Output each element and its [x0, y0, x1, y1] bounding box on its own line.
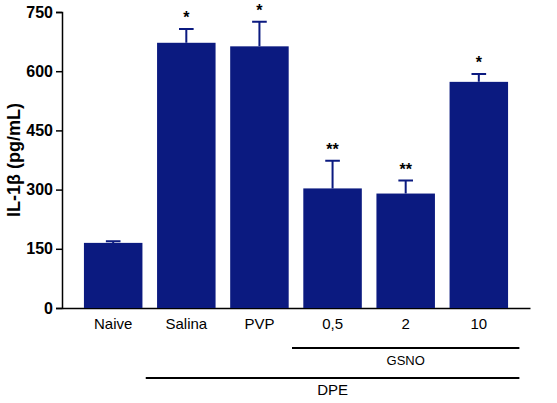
- y-tick-mark: [56, 130, 62, 132]
- bar: [157, 43, 216, 308]
- bar: [84, 243, 143, 308]
- group-line: [292, 347, 519, 349]
- x-tick: Naive: [94, 308, 132, 332]
- y-tick-label: 750: [26, 4, 53, 21]
- error-bar: [325, 161, 340, 189]
- x-tick-label: Naive: [94, 315, 132, 332]
- x-tick: 2: [402, 308, 410, 332]
- error-bar: [179, 29, 194, 43]
- plot-area: [84, 22, 508, 308]
- error-bar: [106, 241, 121, 243]
- bar: [230, 46, 289, 308]
- y-tick: 300: [26, 181, 62, 198]
- y-tick: 600: [26, 63, 62, 80]
- y-tick-label: 450: [26, 122, 53, 139]
- y-axis: 0 150 300 450 600 750: [26, 4, 62, 317]
- bar: [303, 188, 362, 308]
- y-tick-mark: [56, 12, 62, 14]
- significance-mark: **: [399, 161, 412, 178]
- y-tick-label: 0: [44, 300, 53, 317]
- x-tick-label: Salina: [165, 315, 207, 332]
- y-tick-mark: [56, 249, 62, 251]
- y-tick: 150: [26, 240, 62, 257]
- y-tick: 0: [44, 300, 62, 317]
- x-tick: 0,5: [322, 308, 343, 332]
- chart: 0 150 300 450 600 750 Naive Salina PVP 0,5 2 10 IL-1…: [0, 0, 557, 403]
- y-tick-mark: [56, 189, 62, 191]
- significance-mark: *: [256, 2, 263, 19]
- group-label: DPE: [317, 381, 348, 398]
- y-tick-label: 150: [26, 240, 53, 257]
- bar: [376, 194, 435, 308]
- x-tick-label: PVP: [244, 315, 274, 332]
- y-tick: 750: [26, 4, 62, 21]
- significance-mark: **: [326, 141, 339, 158]
- significance-mark: *: [183, 9, 190, 26]
- x-tick-label: 2: [402, 315, 410, 332]
- bar: [450, 82, 509, 308]
- x-tick-label: 0,5: [322, 315, 343, 332]
- y-axis-line: [56, 13, 63, 309]
- x-tick: 10: [470, 308, 487, 332]
- x-axis: Naive Salina PVP 0,5 2 10: [63, 308, 531, 332]
- error-bar: [398, 181, 413, 194]
- y-tick-mark: [56, 308, 62, 310]
- error-bar: [252, 22, 267, 46]
- x-tick-label: 10: [470, 315, 487, 332]
- group-label: GSNO: [387, 353, 425, 368]
- y-tick-label: 600: [26, 63, 53, 80]
- error-bar: [472, 74, 487, 82]
- x-tick: Salina: [165, 308, 207, 332]
- x-tick: PVP: [244, 308, 274, 332]
- y-tick-mark: [56, 71, 62, 73]
- y-axis-title: IL-1β (pg/mL): [4, 103, 24, 217]
- y-tick-label: 300: [26, 181, 53, 198]
- y-tick: 450: [26, 122, 62, 139]
- significance-mark: *: [476, 54, 483, 71]
- group-line: [146, 377, 520, 379]
